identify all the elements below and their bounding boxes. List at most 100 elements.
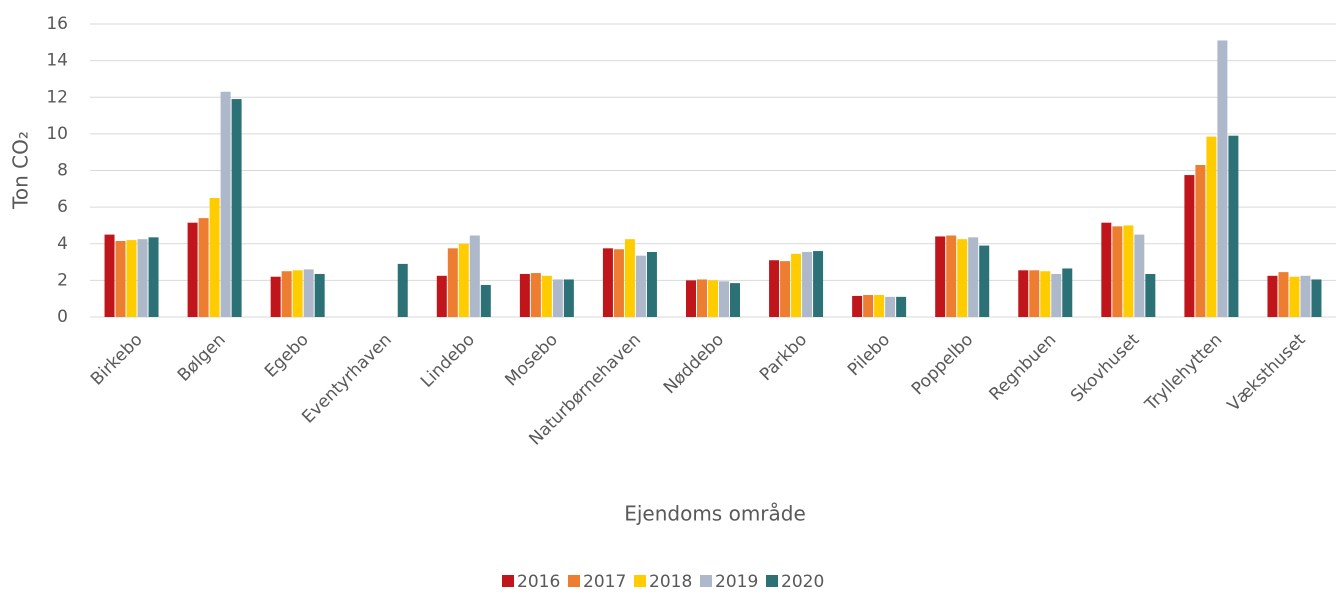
bar xyxy=(1145,273,1156,317)
bar xyxy=(957,239,968,317)
y-axis-title: Ton CO₂ xyxy=(9,131,33,210)
bar xyxy=(1029,270,1040,317)
bar xyxy=(1228,135,1239,317)
bar xyxy=(187,222,198,317)
legend-label: 2019 xyxy=(715,572,758,592)
x-tick-label: Lindebo xyxy=(417,330,479,392)
x-tick-label: Tryllehytten xyxy=(1141,330,1227,416)
bar xyxy=(1040,271,1051,317)
bar xyxy=(791,253,802,317)
x-tick-label: Bølgen xyxy=(174,330,230,386)
bar xyxy=(552,279,563,317)
bar xyxy=(530,273,541,317)
bar xyxy=(1278,272,1289,317)
legend-swatch xyxy=(766,575,778,587)
legend-label: 2016 xyxy=(517,572,560,592)
bar xyxy=(1311,279,1322,317)
y-tick-label: 16 xyxy=(46,14,68,34)
bar xyxy=(686,280,696,317)
bar xyxy=(447,248,458,317)
bar xyxy=(1206,136,1217,317)
bar xyxy=(137,239,148,317)
bar xyxy=(697,279,707,317)
bar xyxy=(541,275,552,317)
bar xyxy=(708,280,718,317)
bar xyxy=(1184,175,1195,317)
bar xyxy=(1134,234,1145,317)
bar xyxy=(1018,270,1029,317)
bar xyxy=(852,295,863,317)
bar xyxy=(613,249,624,317)
y-tick-label: 10 xyxy=(46,124,68,144)
bar xyxy=(874,295,885,317)
bar xyxy=(730,283,740,317)
bar xyxy=(935,236,946,317)
bar xyxy=(563,279,574,317)
bar xyxy=(292,270,303,317)
bar xyxy=(896,296,907,317)
bar xyxy=(458,243,469,317)
bar xyxy=(126,240,137,317)
bar xyxy=(769,260,780,317)
bar xyxy=(519,273,530,317)
bar xyxy=(314,273,325,317)
x-tick-label: Birkebo xyxy=(87,330,147,390)
bar xyxy=(1217,40,1228,317)
x-tick-label: Egebo xyxy=(261,330,313,382)
bar xyxy=(885,296,896,317)
legend-swatch xyxy=(502,575,514,587)
x-axis-title: Ejendoms område xyxy=(624,502,806,526)
x-tick-label: Poppelbo xyxy=(908,330,977,399)
bar xyxy=(1289,276,1300,317)
bar xyxy=(198,218,209,317)
x-tick-label: Skovhuset xyxy=(1067,330,1144,407)
bar xyxy=(813,251,824,317)
x-tick-label: Pilebo xyxy=(844,330,894,380)
bar xyxy=(480,284,491,317)
bar xyxy=(979,245,990,317)
bar xyxy=(1051,273,1062,317)
x-tick-label: Mosebo xyxy=(501,330,562,391)
y-tick-label: 6 xyxy=(57,197,68,217)
x-tick-label: Regnbuen xyxy=(985,330,1060,405)
y-tick-label: 14 xyxy=(46,51,68,71)
bar xyxy=(1112,226,1123,317)
bar xyxy=(1101,222,1112,317)
y-tick-label: 8 xyxy=(57,161,68,181)
y-tick-label: 12 xyxy=(46,87,68,107)
bar xyxy=(968,237,979,317)
legend-label: 2018 xyxy=(649,572,692,592)
legend-label: 2020 xyxy=(781,572,824,592)
bar xyxy=(1062,268,1073,317)
bar xyxy=(469,235,480,317)
y-tick-label: 4 xyxy=(57,234,68,254)
y-tick-label: 0 xyxy=(57,307,68,327)
bar xyxy=(220,91,231,317)
bar xyxy=(303,269,314,317)
legend-swatch xyxy=(700,575,712,587)
bar xyxy=(104,234,115,317)
legend-label: 2017 xyxy=(583,572,626,592)
bar xyxy=(863,295,874,317)
bar xyxy=(624,239,635,317)
x-tick-label: Væksthuset xyxy=(1224,330,1310,416)
bar xyxy=(646,251,657,317)
legend-swatch xyxy=(568,575,580,587)
x-tick-label: Eventyrhaven xyxy=(298,330,396,428)
bar xyxy=(780,261,791,317)
bar xyxy=(1300,275,1311,317)
bar xyxy=(1195,165,1206,317)
bar xyxy=(719,281,729,317)
bar xyxy=(602,248,613,317)
bar xyxy=(946,235,957,317)
y-tick-label: 2 xyxy=(57,270,68,290)
bar xyxy=(270,276,281,317)
x-tick-label: Nøddebo xyxy=(660,330,728,398)
x-tick-label: Parkbo xyxy=(756,330,811,385)
bar xyxy=(231,99,242,317)
bar xyxy=(148,237,159,317)
bar xyxy=(436,275,447,317)
bar xyxy=(802,251,813,317)
bar xyxy=(1123,225,1134,317)
